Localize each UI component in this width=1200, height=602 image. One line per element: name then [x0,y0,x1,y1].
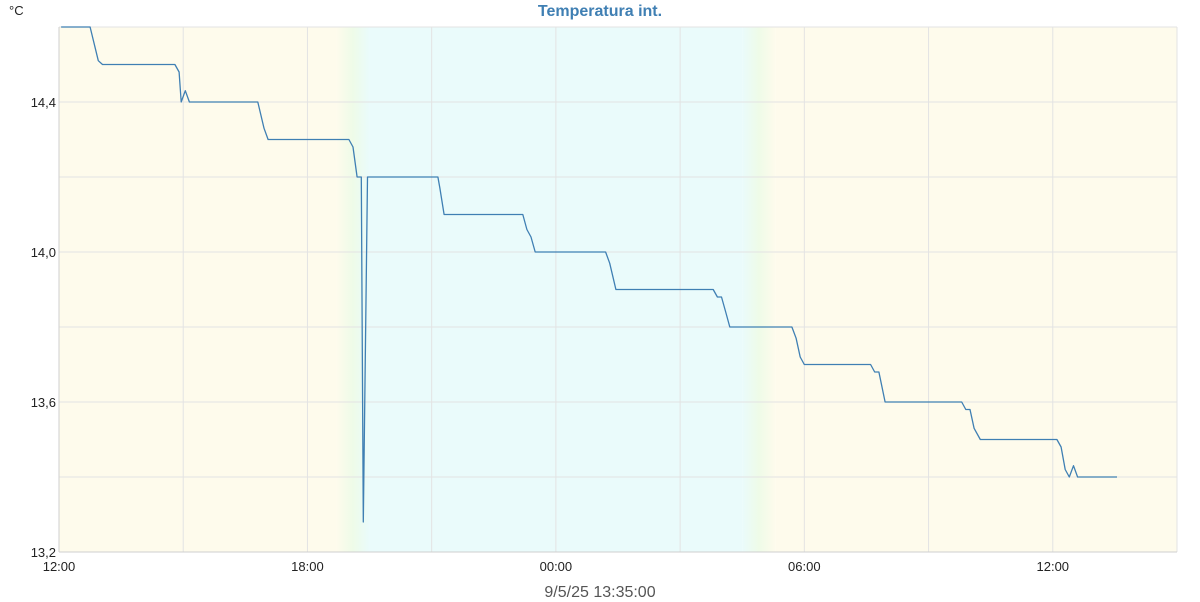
x-tick-label: 00:00 [540,559,573,574]
axes: 13,2 13,6 14,0 14,4 12:00 18:00 00:00 06:00 12:0… [31,27,1177,574]
y-tick-label: 14,4 [31,95,56,110]
x-tick-label: 12:00 [43,559,76,574]
x-tick-label: 18:00 [291,559,324,574]
x-tick-label: 06:00 [788,559,821,574]
y-tick-label: 14,0 [31,245,56,260]
series-line [61,26,1117,523]
timestamp-footer: 9/5/25 13:35:00 [544,584,656,601]
background-transition [336,27,370,552]
background-day [59,27,337,552]
background-transition [742,27,776,552]
y-tick-label: 13,6 [31,395,56,410]
y-axis-unit: °C [9,3,24,18]
chart-title: Temperatura int. [537,3,663,20]
y-tick-label: 13,2 [31,545,56,560]
background-day [775,27,1177,552]
x-tick-label: 12:00 [1037,559,1070,574]
series-layer [61,26,1117,523]
